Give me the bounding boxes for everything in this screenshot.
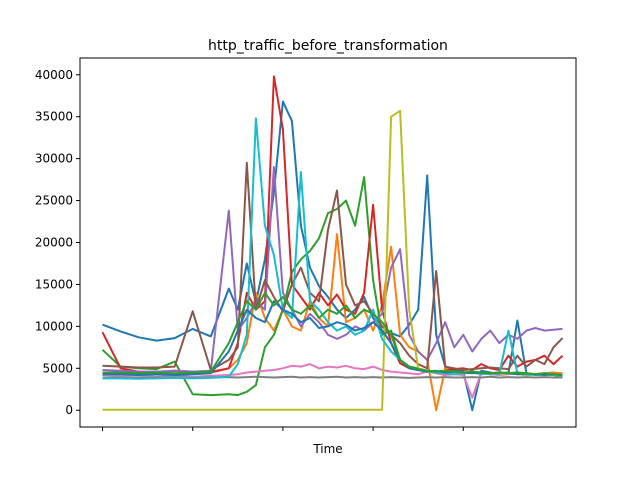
series-line-7 bbox=[102, 375, 563, 379]
y-tick-label: 30000 bbox=[35, 152, 73, 166]
series-line-5 bbox=[102, 161, 564, 371]
y-tick-label: 0 bbox=[65, 403, 73, 417]
y-tick-label: 25000 bbox=[35, 194, 73, 208]
plot-frame bbox=[79, 57, 577, 428]
chart-title: http_traffic_before_transformation bbox=[208, 38, 448, 54]
series-line-9 bbox=[102, 117, 563, 380]
series-line-3 bbox=[101, 75, 564, 374]
y-tick-label: 35000 bbox=[35, 110, 73, 124]
y-tick-label: 20000 bbox=[35, 236, 73, 250]
plot-area bbox=[101, 75, 564, 412]
y-tick-label: 10000 bbox=[35, 319, 73, 333]
series-line-11 bbox=[102, 291, 563, 376]
x-axis bbox=[102, 427, 464, 431]
y-tick-label: 5000 bbox=[42, 361, 73, 375]
x-axis-label: Time bbox=[312, 442, 342, 456]
y-tick-label: 40000 bbox=[35, 68, 73, 82]
y-tick-label: 15000 bbox=[35, 277, 73, 291]
y-axis: 0 5000 10000 15000 20000 25000 30000 35000 40000 bbox=[35, 68, 80, 417]
